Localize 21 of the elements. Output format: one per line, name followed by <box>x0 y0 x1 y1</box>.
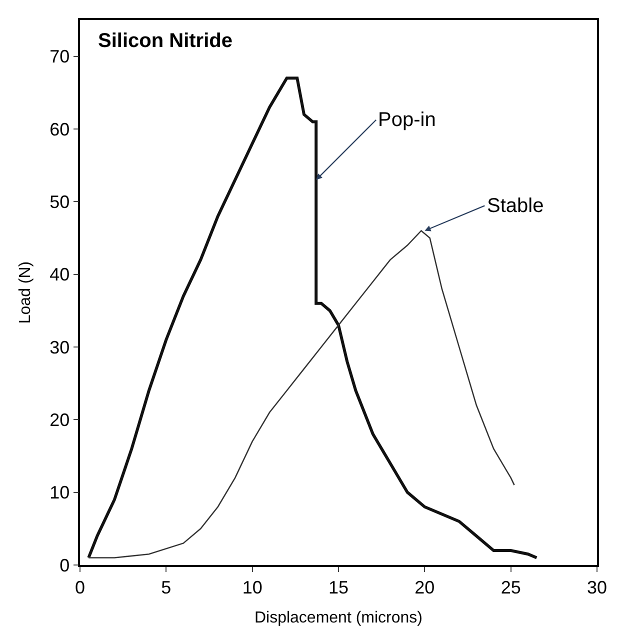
x-tick-label: 5 <box>161 577 172 598</box>
x-tick-label: 30 <box>586 577 608 598</box>
text: Silicon Nitride <box>98 30 232 52</box>
y-tick-label: 10 <box>50 482 70 503</box>
annotation: Stable <box>487 195 544 217</box>
y-tick-label: 30 <box>50 337 70 358</box>
x-tick-label: 20 <box>414 577 435 598</box>
x-tick-label: 25 <box>500 577 521 598</box>
y-axis-title: Load (N) <box>17 261 34 324</box>
y-tick-label: 40 <box>50 264 70 285</box>
y-tick-label: 0 <box>60 555 70 576</box>
y-tick-label: 70 <box>50 46 70 67</box>
y-tick-label: 60 <box>50 119 70 140</box>
line-series <box>88 230 515 558</box>
x-axis-title: Displacement (microns) <box>254 610 423 627</box>
y-tick-label: 50 <box>50 192 70 212</box>
y-tick-label: 20 <box>50 410 70 430</box>
annotation: Pop-in <box>378 109 436 131</box>
x-tick-label: 0 <box>74 577 86 598</box>
x-tick-label: 15 <box>328 577 349 598</box>
x-tick-label: 10 <box>242 577 262 598</box>
